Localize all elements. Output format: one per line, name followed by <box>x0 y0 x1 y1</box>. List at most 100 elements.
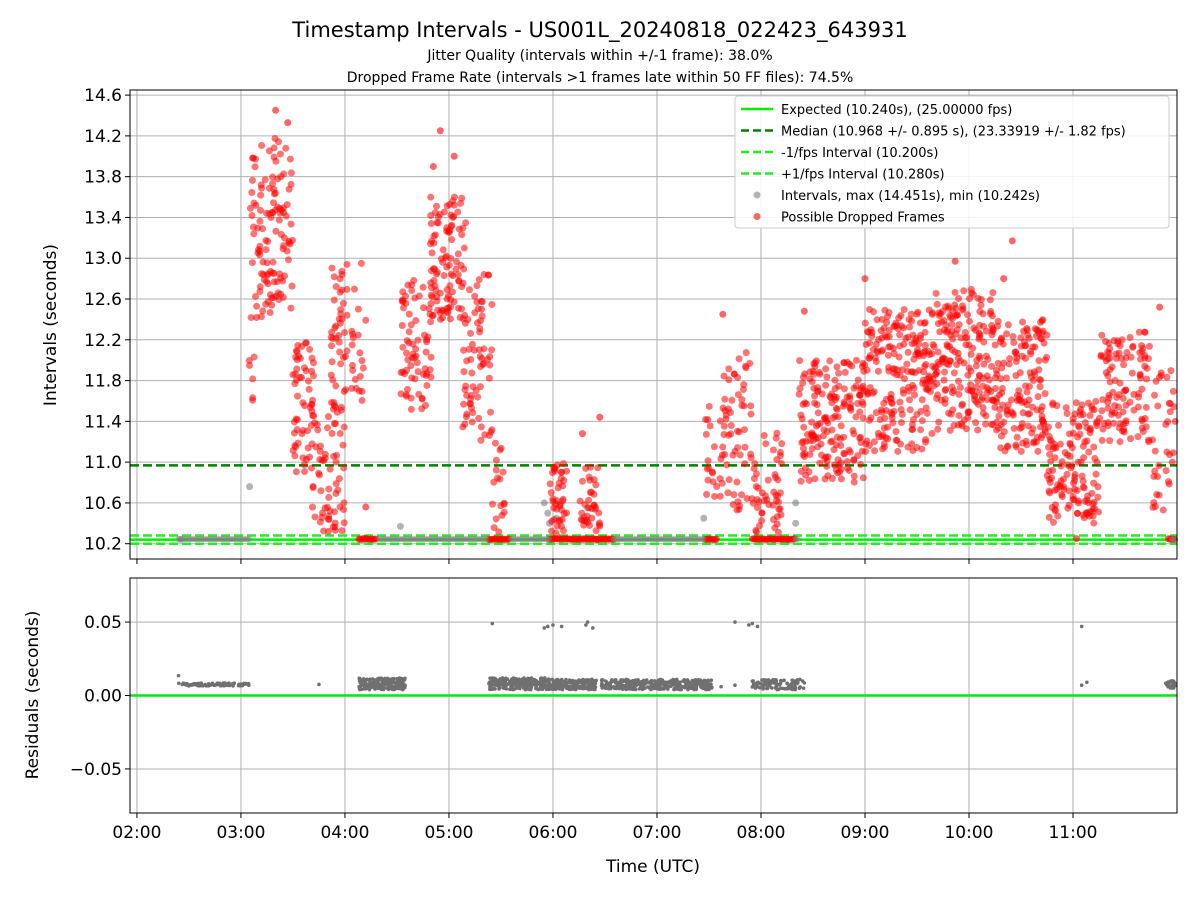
dropped-point <box>305 385 313 393</box>
dropped-point <box>460 368 468 376</box>
dropped-point <box>304 377 312 385</box>
residual-point <box>559 624 564 629</box>
dropped-point <box>712 535 720 543</box>
dropped-point <box>913 310 921 318</box>
dropped-point <box>1092 470 1100 478</box>
dropped-point <box>492 466 500 474</box>
interval-point <box>396 522 404 530</box>
residual-point <box>632 687 637 691</box>
top-y-tick-label: 10.2 <box>84 535 122 555</box>
residual-point <box>767 681 771 685</box>
dropped-point <box>733 478 741 486</box>
dropped-point <box>876 416 884 424</box>
dropped-point <box>1169 387 1177 395</box>
dropped-point <box>1023 326 1031 334</box>
legend-entry-label: Possible Dropped Frames <box>781 211 945 226</box>
dropped-point <box>906 406 914 414</box>
residual-point <box>230 681 235 686</box>
dropped-point <box>1072 399 1080 407</box>
residual-point <box>377 685 381 690</box>
dropped-point <box>750 475 758 483</box>
dropped-point <box>287 304 295 312</box>
chart-title: Timestamp Intervals - US001L_20240818_02… <box>291 18 907 43</box>
dropped-point <box>954 377 962 385</box>
dropped-point <box>875 433 883 441</box>
residual-point <box>317 682 321 687</box>
dropped-point <box>864 389 872 397</box>
dropped-point <box>833 363 841 371</box>
dropped-point <box>720 372 728 380</box>
dropped-point <box>755 498 763 506</box>
dropped-point <box>1106 437 1114 445</box>
dropped-point <box>337 403 345 411</box>
dropped-point <box>1006 355 1014 363</box>
dropped-point <box>995 412 1003 420</box>
dropped-point <box>1098 331 1106 339</box>
dropped-point <box>461 386 469 394</box>
dropped-point <box>339 353 347 361</box>
dropped-point <box>308 354 316 362</box>
dropped-point <box>979 404 987 412</box>
dropped-point <box>271 134 279 142</box>
dropped-point <box>918 445 926 453</box>
dropped-point <box>880 440 888 448</box>
dropped-point <box>1008 237 1016 245</box>
top-y-tick-label: 12.6 <box>84 290 122 310</box>
dropped-point <box>488 300 496 308</box>
residual-point <box>548 682 552 687</box>
dropped-point <box>583 512 591 520</box>
dropped-point <box>949 307 957 315</box>
dropped-point <box>859 414 867 422</box>
dropped-point <box>443 263 451 271</box>
residual-point <box>649 687 653 692</box>
dropped-point <box>486 353 494 361</box>
dropped-point <box>269 258 277 266</box>
dropped-point <box>747 410 755 418</box>
residual-point <box>184 683 189 687</box>
dropped-point <box>831 376 839 384</box>
dropped-point <box>408 287 416 295</box>
dropped-point <box>329 405 337 413</box>
residual-point <box>620 687 625 691</box>
dropped-point <box>266 309 274 317</box>
dropped-point <box>1076 411 1084 419</box>
residual-point <box>618 680 622 684</box>
residual-point <box>539 678 543 683</box>
dropped-point <box>1003 406 1011 414</box>
dropped-point <box>835 382 843 390</box>
dropped-point <box>362 503 370 511</box>
dropped-point <box>986 296 994 304</box>
top-plot-legend: Expected (10.240s), (25.00000 fps) Median… <box>734 95 1170 229</box>
dropped-point <box>461 420 469 428</box>
residual-point <box>509 684 513 689</box>
dropped-point <box>911 391 919 399</box>
dropped-point <box>727 421 735 429</box>
dropped-point <box>1043 331 1051 339</box>
dropped-point <box>337 360 345 368</box>
residual-point <box>580 682 585 686</box>
dropped-point <box>955 412 963 420</box>
residual-point <box>634 683 639 687</box>
dropped-point <box>775 498 783 506</box>
dropped-point <box>1171 417 1179 425</box>
dropped-point <box>1126 398 1134 406</box>
dropped-point <box>865 305 873 313</box>
dropped-point <box>802 400 810 408</box>
dropped-point <box>921 341 929 349</box>
dropped-point <box>413 359 421 367</box>
dropped-point <box>446 282 454 290</box>
dropped-point <box>810 370 818 378</box>
dropped-point <box>357 259 365 267</box>
dropped-point <box>705 464 713 472</box>
dropped-point <box>956 384 964 392</box>
dropped-point <box>702 430 710 438</box>
dropped-point <box>320 527 328 535</box>
residual-point <box>585 620 590 624</box>
dropped-point <box>332 334 340 342</box>
dropped-point <box>289 447 297 455</box>
dropped-point <box>422 348 430 356</box>
dropped-point <box>1012 372 1020 380</box>
dropped-point <box>245 356 253 364</box>
dropped-point <box>947 357 955 365</box>
dropped-point <box>454 304 462 312</box>
